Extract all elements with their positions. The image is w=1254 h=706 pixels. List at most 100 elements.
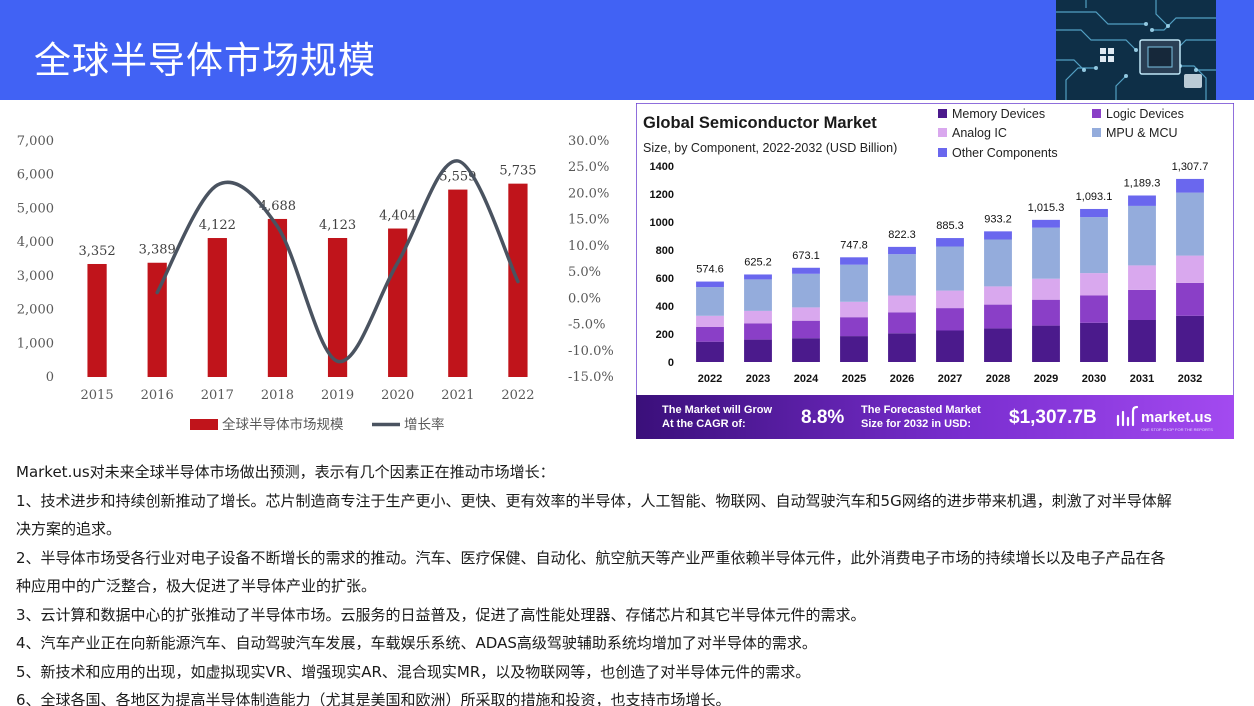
bar-total-label: 1,189.3 — [1124, 177, 1161, 189]
x-tick-label: 2019 — [321, 388, 354, 403]
body-text-line: 2、半导体市场受各行业对电子设备不断增长的需求的推动。汽车、医疗保健、自动化、航… — [16, 548, 1166, 567]
market-us-infographic: Global Semiconductor Market Size, by Com… — [636, 103, 1234, 439]
legend-swatch — [1092, 128, 1101, 137]
y-tick-label: 7,000 — [17, 134, 54, 149]
stacked-bar-segment — [1080, 217, 1108, 274]
bar-data-label: 4,404 — [379, 209, 416, 224]
y-tick-label: 4,000 — [17, 235, 54, 250]
body-text-line: 种应用中的广泛整合，极大促进了半导体产业的扩张。 — [16, 577, 377, 595]
stacked-bar-segment — [984, 328, 1012, 362]
legend-label-market-size: 全球半导体市场规模 — [222, 416, 344, 433]
stacked-bar-segment — [1176, 315, 1204, 362]
stacked-bar-segment — [696, 327, 724, 342]
body-text-line: Market.us对未来全球半导体市场做出预测，表示有几个因素正在推动市场增长： — [16, 463, 555, 481]
y-tick-label: 400 — [656, 301, 674, 313]
stacked-bar-segment — [1080, 208, 1108, 218]
forecast-label-2: Size for 2032 in USD: — [861, 418, 971, 430]
x-tick-label: 2027 — [938, 373, 962, 385]
body-text: Market.us对未来全球半导体市场做出预测，表示有几个因素正在推动市场增长：… — [16, 458, 1238, 706]
stacked-bar-segment — [888, 295, 916, 313]
stacked-bar-segment — [696, 315, 724, 327]
stacked-bar-segment — [696, 287, 724, 316]
stacked-bar-segment — [1176, 255, 1204, 283]
bar-market-size — [327, 237, 348, 377]
x-tick-label: 2018 — [261, 388, 294, 403]
x-tick-label: 2023 — [746, 373, 770, 385]
cagr-label-1: The Market will Grow — [662, 404, 772, 416]
x-tick-label: 2030 — [1082, 373, 1106, 385]
forecast-label-1: The Forecasted Market — [861, 404, 981, 416]
bar-market-size — [448, 189, 468, 377]
y2-tick-label: -10.0% — [568, 344, 614, 359]
stacked-bar-segment — [696, 341, 724, 362]
stacked-bar-segment — [888, 254, 916, 296]
stacked-bar-segment — [840, 336, 868, 362]
y2-tick-label: 15.0% — [568, 213, 609, 228]
stacked-bar-segment — [1176, 282, 1204, 316]
bar-total-label: 933.2 — [984, 213, 1012, 225]
y-tick-label: 1,000 — [17, 336, 54, 351]
market-us-logo-icon — [1116, 405, 1139, 427]
bar-total-label: 747.8 — [840, 239, 868, 251]
bar-market-size — [388, 228, 408, 377]
y-tick-label: 800 — [656, 245, 674, 257]
bar-data-label: 5,735 — [499, 164, 536, 179]
bar-total-label: 574.6 — [696, 264, 724, 276]
cagr-label-2: At the CAGR of: — [662, 418, 746, 430]
bar-total-label: 822.3 — [888, 229, 916, 241]
bar-data-label: 3,352 — [78, 244, 115, 259]
bar-market-size — [207, 238, 227, 377]
y2-tick-label: -5.0% — [568, 318, 605, 333]
legend-swatch-bar — [190, 419, 218, 430]
body-text-line: 3、云计算和数据中心的扩张推动了半导体市场。云服务的日益普及，促进了高性能处理器… — [16, 605, 866, 624]
chart-subtitle: Size, by Component, 2022-2032 (USD Billi… — [643, 141, 897, 155]
stacked-bar-segment — [744, 323, 772, 340]
x-tick-label: 2031 — [1130, 373, 1154, 385]
y-tick-label: 0 — [46, 370, 54, 385]
y-tick-label: 6,000 — [17, 168, 54, 183]
legend-label: MPU & MCU — [1106, 126, 1178, 140]
stacked-bar-segment — [840, 317, 868, 337]
bar-data-label: 4,688 — [259, 199, 296, 214]
stacked-bar-segment — [792, 307, 820, 321]
x-tick-label: 2024 — [794, 373, 819, 385]
stacked-bar-segment — [792, 320, 820, 339]
legend-label: Memory Devices — [952, 107, 1045, 121]
legend-swatch — [938, 148, 947, 157]
bar-total-label: 1,093.1 — [1076, 191, 1113, 203]
x-tick-label: 2022 — [698, 373, 722, 385]
stacked-bar-segment — [984, 231, 1012, 240]
bar-data-label: 4,123 — [319, 218, 356, 233]
stacked-bar-segment — [936, 238, 964, 247]
stacked-bar-segment — [936, 246, 964, 291]
y-tick-label: 3,000 — [17, 269, 54, 284]
stacked-bar-segment — [1128, 265, 1156, 290]
chart-title: Global Semiconductor Market — [643, 114, 877, 132]
body-text-line: 4、汽车产业正在向新能源汽车、自动驾驶汽车发展，车载娱乐系统、ADAS高级驾驶辅… — [16, 634, 817, 652]
stacked-bar-segment — [936, 290, 964, 309]
x-tick-label: 2015 — [81, 388, 114, 403]
y-tick-label: 600 — [656, 273, 674, 285]
body-text-line: 1、技术进步和持续创新推动了增长。芯片制造商专注于生产更小、更快、更有效率的半导… — [16, 491, 1172, 510]
stacked-bar-segment — [840, 301, 868, 318]
legend-label: Logic Devices — [1106, 107, 1184, 121]
stacked-bar-segment — [1128, 320, 1156, 362]
y2-tick-label: 10.0% — [568, 239, 609, 254]
x-tick-label: 2026 — [890, 373, 914, 385]
stacked-bar-segment — [1032, 227, 1060, 279]
stacked-bar-segment — [888, 312, 916, 334]
stacked-bar-segment — [696, 281, 724, 288]
stacked-bar-segment — [1128, 289, 1156, 320]
chart-footer-banner: The Market will Grow At the CAGR of: 8.8… — [636, 395, 1234, 439]
legend-swatch — [938, 128, 947, 137]
y2-tick-label: -15.0% — [568, 370, 614, 385]
x-tick-label: 2021 — [441, 388, 474, 403]
stacked-bar-segment — [888, 333, 916, 362]
y2-tick-label: 25.0% — [568, 160, 609, 175]
stacked-bar-segment — [840, 257, 868, 265]
brand-name: market.us — [1141, 409, 1212, 426]
stacked-bar-segment — [792, 267, 820, 274]
x-tick-label: 2028 — [986, 373, 1010, 385]
stacked-bar-segment — [792, 338, 820, 362]
body-text-line: 6、全球各国、各地区为提高半导体制造能力（尤其是美国和欧洲）所采取的措施和投资，… — [16, 691, 731, 706]
